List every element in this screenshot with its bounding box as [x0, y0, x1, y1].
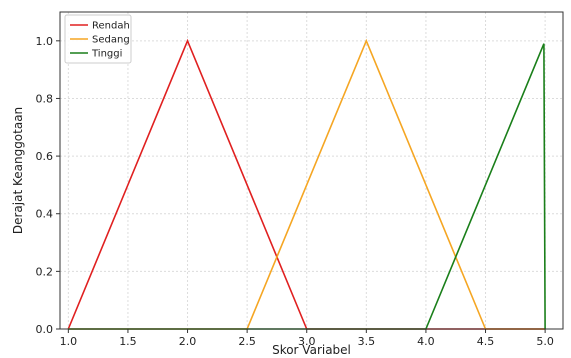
x-axis-label: Skor Variabel [272, 343, 351, 357]
y-axis-label: Derajat Keanggotaan [11, 107, 25, 234]
legend-label: Rendah [92, 21, 130, 32]
x-tick-label: 4.0 [417, 335, 435, 348]
x-tick-label: 5.0 [536, 335, 554, 348]
x-tick-label: 1.5 [119, 335, 137, 348]
x-tick-label: 4.5 [477, 335, 495, 348]
y-axis-ticks: 0.0 0.2 0.4 0.6 0.8 1.0 [36, 35, 60, 336]
x-tick-label: 3.0 [298, 335, 316, 348]
y-tick-label: 1.0 [36, 35, 54, 48]
legend-label: Tinggi [91, 49, 122, 60]
legend-label: Sedang [92, 35, 130, 46]
x-tick-label: 2.5 [238, 335, 256, 348]
plot-frame [59, 11, 564, 330]
legend-box [64, 14, 132, 64]
x-tick-label: 2.0 [179, 335, 197, 348]
legend: Rendah Sedang Tinggi [64, 14, 132, 64]
y-tick-label: 0.4 [36, 208, 54, 221]
y-tick-label: 0.2 [36, 265, 54, 278]
y-tick-label: 0.6 [36, 150, 54, 163]
x-tick-label: 1.0 [60, 335, 78, 348]
y-tick-label: 0.8 [36, 92, 54, 105]
y-tick-label: 0.0 [36, 323, 54, 336]
grid [60, 12, 563, 330]
x-tick-label: 3.5 [358, 335, 376, 348]
x-axis-ticks: 1.0 1.5 2.0 2.5 3.0 3.5 4.0 4.5 5.0 [60, 329, 554, 348]
